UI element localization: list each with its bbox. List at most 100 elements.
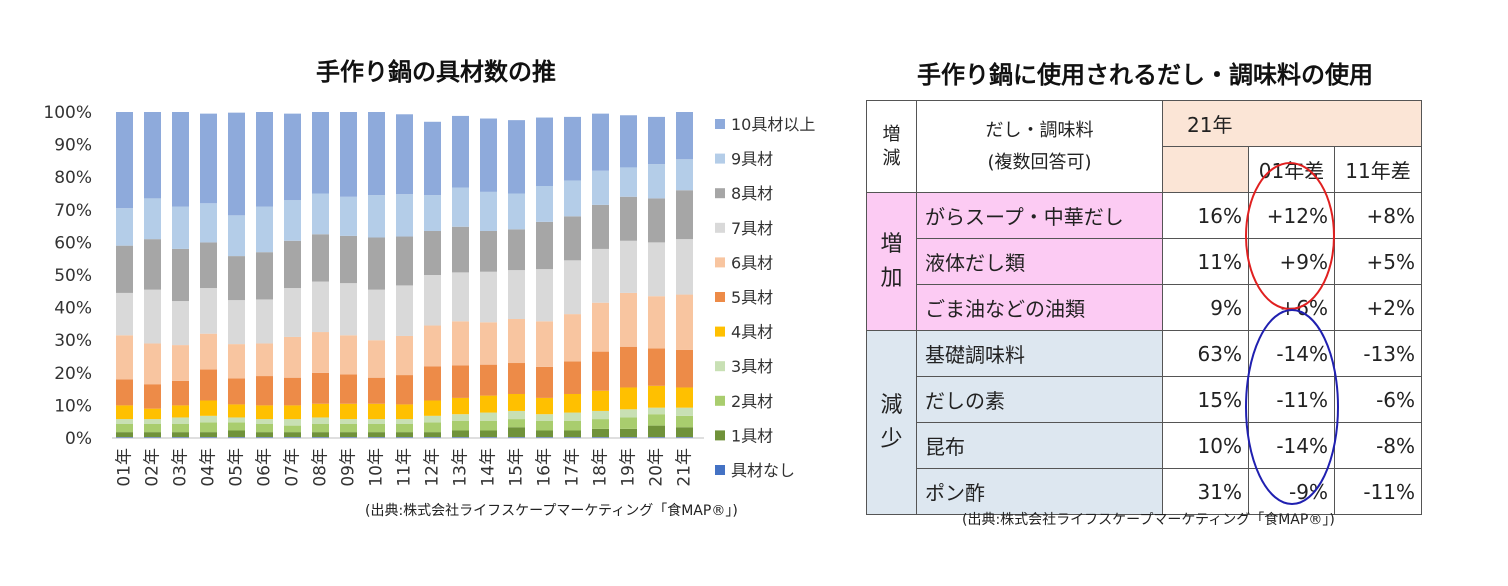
bar-segment [200,415,217,423]
bar-segment [564,314,581,362]
bar-segment [452,365,469,398]
bar-segment [592,351,609,391]
x-tick-label: 07年 [283,448,303,487]
bar-segment [256,432,273,438]
legend-label: 6具材 [731,253,773,272]
legend-swatch [715,395,725,406]
bar-segment [312,432,329,438]
legend-label: 3具材 [731,357,773,376]
bar-segment [340,432,357,438]
bar-segment [116,405,133,420]
bar-segment [480,364,497,396]
bar-segment [536,186,553,222]
header-diff01: 01年差 [1248,146,1335,193]
bar-segment [200,333,217,370]
row-diff01: +9% [1248,238,1335,285]
decrease-label-1: 減 [880,392,903,418]
bar-segment [228,215,245,257]
bar-segment [284,288,301,337]
bar-segment [172,345,189,381]
bar-segment [396,432,413,438]
bar-segment [144,112,161,199]
row-diff11: -8% [1333,422,1423,469]
bar-segment [424,366,441,401]
header-zougen: 増減 [866,100,917,193]
bar-segment [396,419,413,424]
x-tick-label: 10年 [367,448,387,487]
x-tick-label: 08年 [311,448,331,487]
legend-label: 4具材 [731,323,773,342]
bar-segment [228,112,245,216]
row-diff01: -14% [1248,422,1335,469]
bar-segment [144,289,161,344]
bar-segment [536,366,553,398]
bar-segment [116,335,133,380]
bar-segment [564,393,581,413]
row-value: 15% [1162,376,1249,423]
bar-segment [480,430,497,438]
decrease-label-2: 少 [880,426,903,452]
bar-segment [284,405,301,420]
bar-segment [312,403,329,418]
table-title: 手作り鍋に使用されるだし・調味料の使用 [917,61,1373,89]
bar-segment [620,417,637,429]
bar-segment [620,346,637,388]
bar-segment [424,230,441,275]
y-tick-label: 60% [54,233,92,253]
bar-segment [200,113,217,204]
y-tick-label: 40% [54,299,92,319]
bar-segment [340,283,357,336]
bar-segment [312,332,329,373]
bar-segment [144,343,161,385]
bar-segment [256,423,273,433]
bar-segment [172,112,189,207]
legend-swatch [715,430,725,441]
bar-segment [592,419,609,429]
x-tick-label: 04年 [199,448,219,487]
bar-segment [396,285,413,336]
bar-segment [284,425,301,433]
bar-segment [396,194,413,237]
bar-segment [312,112,329,194]
bar-segment [620,196,637,241]
bar-segment [256,419,273,424]
x-tick-label: 20年 [647,448,667,487]
bar-segment [676,407,693,416]
bar-segment [256,299,273,344]
bar-segment [396,423,413,433]
bar-segment [172,432,189,438]
header-diff11: 11年差 [1333,146,1423,193]
bar-segment [536,414,553,421]
decrease-group-label: 減 少 [866,330,917,515]
table-source-note: (出典:株式会社ライフスケープマーケティング「食MAP®」) [962,512,1335,528]
bar-segment [648,242,665,297]
bar-segment [536,221,553,270]
bar-segment [592,390,609,411]
row-name: 基礎調味料 [916,330,1163,377]
row-diff01: -11% [1248,376,1335,423]
bar-segment [508,270,525,320]
y-tick-label: 10% [54,396,92,416]
row-value: 63% [1162,330,1249,377]
bar-segment [480,271,497,323]
bar-segment [676,294,693,350]
bar-segment [536,117,553,186]
bar-segment [564,216,581,261]
bar-segment [172,423,189,433]
x-tick-label: 01年 [115,448,135,487]
bar-segment [452,272,469,322]
bar-segment [172,380,189,406]
bar-segment [284,113,301,201]
bar-segment [592,302,609,352]
bar-segment [480,230,497,272]
legend-label: 9具材 [731,150,773,169]
row-name: だしの素 [916,376,1163,423]
bar-segment [340,335,357,375]
bar-segment [144,423,161,433]
bar-segment [676,239,693,295]
bar-segment [424,325,441,367]
legend-swatch [715,188,725,199]
bar-segment [676,415,693,428]
bar-segment [648,164,665,199]
bar-segment [648,296,665,349]
